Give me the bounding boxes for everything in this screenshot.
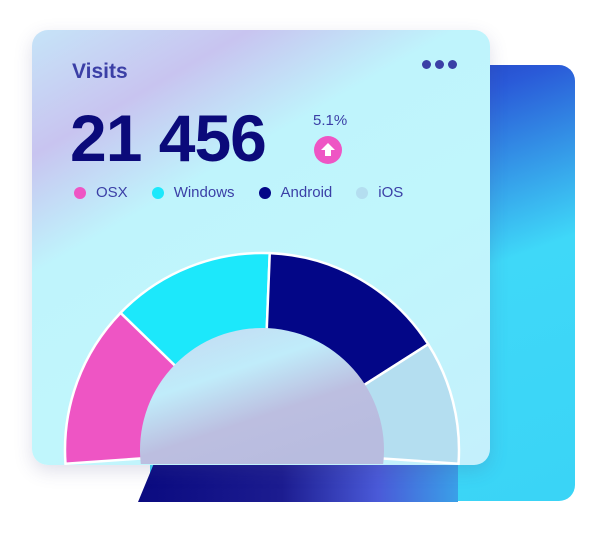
legend-label: Android (280, 184, 333, 201)
legend-item-ios: iOS (356, 184, 403, 201)
card-title: Visits (72, 60, 128, 83)
chart-legend: OSX Windows Android iOS (74, 184, 403, 201)
legend-item-android: Android (258, 184, 333, 201)
legend-label: iOS (378, 184, 404, 201)
arrow-up-circle-icon (314, 136, 342, 164)
legend-dot (356, 186, 369, 199)
half-donut-chart (63, 251, 461, 465)
visits-total: 21 456 (70, 101, 267, 175)
more-dots-icon[interactable] (422, 60, 457, 69)
legend-dot (151, 186, 164, 199)
legend-dot (258, 186, 271, 199)
legend-item-windows: Windows (151, 184, 235, 201)
legend-label: Windows (173, 184, 235, 201)
legend-dot (74, 186, 86, 199)
change-percent: 5.1% (313, 112, 348, 129)
legend-label: OSX (96, 184, 128, 201)
donut-hole (140, 327, 384, 464)
legend-item-osx: OSX (74, 184, 128, 201)
visits-card: Visits 21 456 5.1% OSX Windows Android i… (32, 30, 490, 465)
